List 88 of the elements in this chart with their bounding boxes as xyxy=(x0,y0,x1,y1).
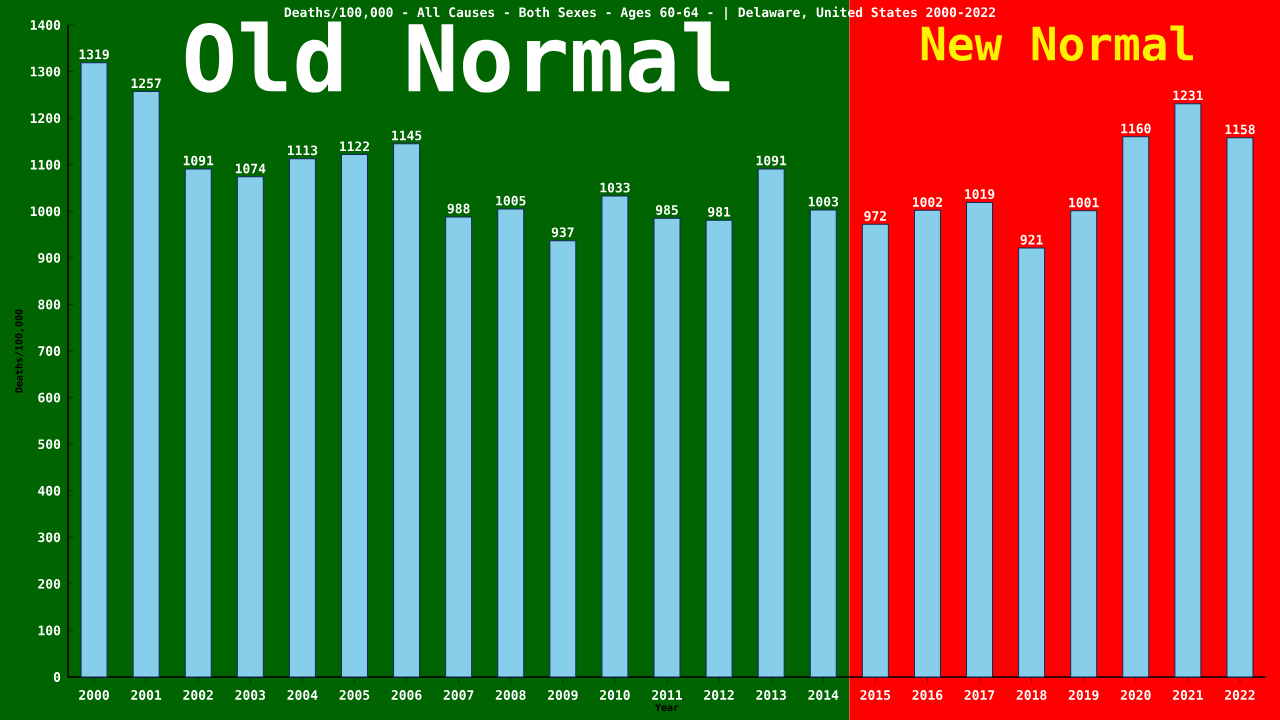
data-label: 1074 xyxy=(235,163,266,174)
data-label: 1257 xyxy=(131,78,161,89)
band-label: Old Normal xyxy=(185,21,730,93)
x-tick-label: 2014 xyxy=(808,690,839,700)
x-tick-label: 2016 xyxy=(912,690,943,700)
x-tick-label: 2002 xyxy=(183,690,213,700)
bar xyxy=(497,208,525,678)
x-tick-label: 2022 xyxy=(1225,690,1255,700)
data-label: 1002 xyxy=(912,197,943,207)
data-label: 1005 xyxy=(496,195,526,206)
data-label: 1319 xyxy=(79,49,109,60)
y-tick-label: 600 xyxy=(38,392,61,403)
x-tick-label: 2012 xyxy=(704,690,734,700)
x-tick-label: 2004 xyxy=(287,690,318,700)
x-axis-title: Year xyxy=(655,703,679,712)
y-tick-label: 1200 xyxy=(30,113,61,124)
bar xyxy=(132,91,160,678)
bar xyxy=(1070,210,1098,678)
y-tick-label: 100 xyxy=(38,625,61,636)
bar xyxy=(184,168,212,678)
x-tick-label: 2010 xyxy=(599,690,630,700)
x-tick-label: 2005 xyxy=(339,690,370,700)
x-tick-label: 2013 xyxy=(756,690,786,700)
data-label: 1231 xyxy=(1173,90,1203,101)
x-tick-label: 2000 xyxy=(79,690,109,700)
x-tick-label: 2008 xyxy=(495,690,526,700)
y-tick-label: 400 xyxy=(38,485,61,496)
y-tick-label: 1300 xyxy=(30,66,61,77)
data-label: 1091 xyxy=(756,155,787,166)
data-label: 1160 xyxy=(1121,123,1151,134)
x-tick-label: 2006 xyxy=(391,690,422,700)
data-label: 985 xyxy=(655,205,678,215)
y-tick-label: 0 xyxy=(53,672,61,682)
bar xyxy=(288,158,316,678)
x-tick-label: 2009 xyxy=(547,690,578,700)
data-label: 1113 xyxy=(287,145,318,156)
bar xyxy=(1018,247,1046,678)
data-label: 1091 xyxy=(183,155,214,166)
y-tick-label: 500 xyxy=(38,439,61,450)
x-tick-label: 2003 xyxy=(235,690,266,700)
y-tick-label: 300 xyxy=(38,532,61,543)
y-axis-title: Deaths/100,000 xyxy=(14,309,24,393)
bar xyxy=(549,240,577,678)
bar xyxy=(1174,103,1202,678)
bar xyxy=(1226,137,1254,678)
bar xyxy=(340,153,368,678)
data-label: 972 xyxy=(864,211,887,221)
y-tick-label: 1400 xyxy=(30,20,61,30)
x-tick-label: 2001 xyxy=(131,690,162,700)
x-tick-label: 2011 xyxy=(652,690,683,700)
x-tick-label: 2019 xyxy=(1068,690,1099,700)
bar xyxy=(236,176,264,678)
y-tick-label: 200 xyxy=(38,578,61,589)
bar xyxy=(966,201,994,678)
data-label: 1003 xyxy=(808,196,839,207)
x-tick-label: 2018 xyxy=(1016,690,1047,700)
data-label: 1145 xyxy=(392,130,422,141)
bar xyxy=(809,209,837,678)
bar xyxy=(861,223,889,678)
data-label: 988 xyxy=(447,203,470,214)
data-label: 1158 xyxy=(1225,124,1255,135)
bar xyxy=(653,217,681,678)
bar xyxy=(393,143,421,678)
bar xyxy=(601,195,629,678)
data-label: 921 xyxy=(1020,234,1043,245)
x-tick-label: 2007 xyxy=(443,690,474,700)
y-tick-label: 700 xyxy=(38,346,61,356)
y-tick-label: 1000 xyxy=(30,206,61,217)
data-label: 1033 xyxy=(600,182,630,193)
x-tick-label: 2017 xyxy=(964,690,995,700)
y-tick-label: 800 xyxy=(38,299,61,310)
x-tick-label: 2015 xyxy=(860,690,891,700)
data-label: 1001 xyxy=(1069,197,1099,208)
data-label: 1019 xyxy=(965,189,995,200)
data-label: 981 xyxy=(708,206,731,217)
data-label: 1122 xyxy=(340,141,370,152)
bar xyxy=(913,209,941,678)
bar xyxy=(757,168,785,678)
y-tick-label: 900 xyxy=(38,252,61,263)
bar xyxy=(705,219,733,678)
bar xyxy=(1122,136,1150,678)
x-tick-label: 2021 xyxy=(1172,690,1203,700)
band-label: New Normal xyxy=(921,25,1193,62)
bar xyxy=(80,62,108,678)
bar xyxy=(445,216,473,678)
x-tick-label: 2020 xyxy=(1120,690,1151,700)
y-tick-label: 1100 xyxy=(30,159,61,170)
data-label: 937 xyxy=(551,227,574,238)
